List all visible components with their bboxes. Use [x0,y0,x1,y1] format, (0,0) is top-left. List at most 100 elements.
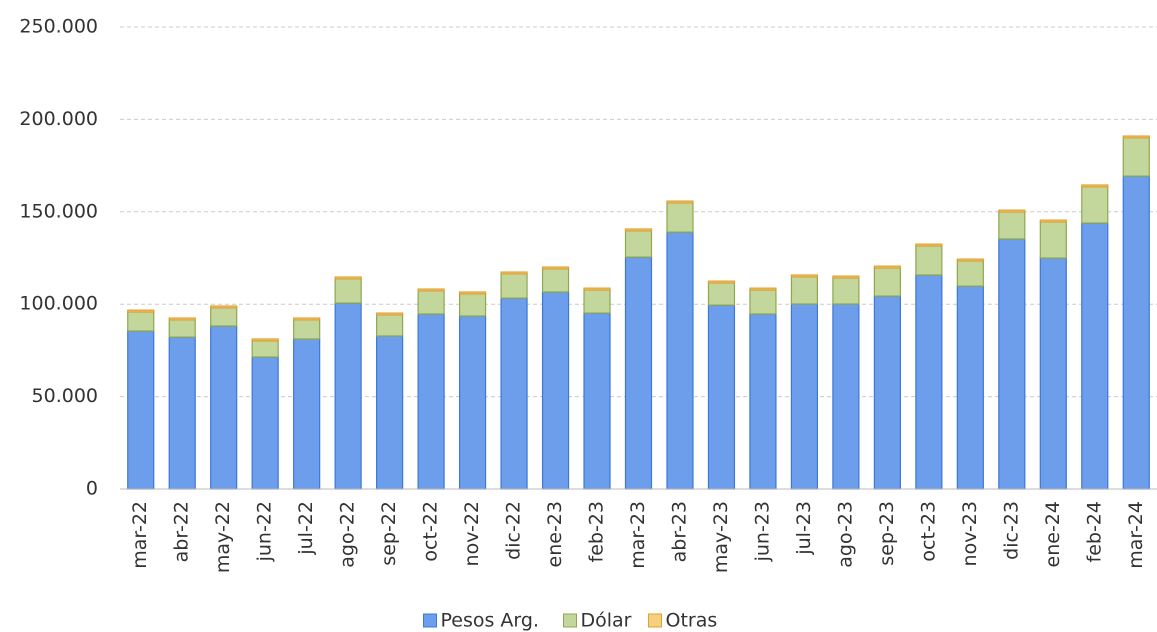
bar-segment [417,288,445,292]
bar-segment [1039,257,1067,490]
bar-segment [915,243,943,247]
x-tick-label: jun-23 [751,501,773,562]
bar-segment [127,330,155,490]
bar-segment [293,317,321,321]
x-tick-label: ago-22 [337,501,359,568]
bar-segment [707,280,736,284]
x-tick-label: mar-23 [627,501,649,569]
bar-segment [790,276,819,305]
bar-segment [749,287,777,291]
bar-segment [127,311,155,332]
bar-segment [127,309,155,313]
bar-segment [873,265,901,269]
bar-segment [251,338,279,342]
bar-segment [998,209,1026,213]
bar-segment [1081,184,1109,188]
bar-segment [334,276,362,280]
x-tick-label: mar-22 [129,501,151,569]
bar-segment [251,340,279,358]
x-tick-label: dic-22 [503,501,525,560]
x-tick-label: ene-23 [544,501,566,567]
bar-segment [293,338,321,490]
bar-segment [334,278,362,304]
bar-segment [541,291,570,490]
bar-segment [376,314,404,337]
bar-segment [334,302,362,490]
bar-segment [376,312,404,316]
bar-segment [541,268,570,293]
x-tick-label: may-22 [212,501,234,573]
y-tick-label: 200.000 [19,108,98,130]
bar-segment [666,200,694,204]
bar-segment [541,266,570,270]
bar-segment [168,336,196,490]
bar-segment [749,313,777,490]
bar-segment [998,211,1026,240]
bar-segment [1039,219,1067,223]
bar-segment [1122,137,1150,177]
bar-segment [1122,175,1150,490]
bar-segment [210,307,238,327]
x-tick-label: oct-22 [420,501,442,562]
x-tick-label: abr-23 [668,501,690,562]
bar-segment [624,230,653,258]
x-tick-label: ene-24 [1042,501,1064,567]
y-tick-label: 250.000 [19,16,98,38]
bar-segment [376,335,404,490]
bar-segment [666,231,694,490]
bar-segment [832,303,860,490]
legend-label: Pesos Arg. [441,610,540,632]
bar-segment [210,305,238,309]
bar-segment [624,256,653,490]
bar-segment [832,275,860,279]
y-tick-label: 0 [86,478,98,500]
x-tick-label: dic-23 [1000,501,1022,560]
bar-segment [915,245,943,276]
bar-segment [500,273,528,299]
bar-segment [417,313,445,490]
bar-segment [1039,221,1067,259]
bar-segment [168,317,196,321]
x-tick-label: nov-22 [461,501,483,566]
bar-segment [956,258,984,262]
bar-segment [707,304,736,490]
x-tick-label: feb-24 [1083,501,1105,562]
bar-segment [293,319,321,340]
x-tick-label: jun-22 [254,501,276,562]
bar-segment [624,228,653,232]
bar-segment [832,277,860,305]
x-tick-label: sep-22 [378,501,400,566]
x-tick-label: jul-23 [793,501,815,556]
legend-label: Otras [666,610,718,632]
legend-swatch [648,613,662,628]
legend-swatch [563,613,577,628]
y-tick-label: 100.000 [19,293,98,315]
bar-segment [1081,222,1109,490]
x-tick-label: may-23 [710,501,732,573]
bar-segment [790,274,819,278]
bar-segment [583,289,611,314]
x-tick-label: abr-22 [171,501,193,562]
x-tick-label: sep-23 [876,501,898,566]
x-tick-label: ago-23 [834,501,856,568]
bar-segment [956,285,984,490]
bar-segment [915,274,943,490]
bar-segment [666,202,694,233]
bar-segment [956,260,984,287]
y-tick-label: 150.000 [19,200,98,222]
x-tick-label: nov-23 [959,501,981,566]
legend-label: Dólar [581,610,632,632]
bar-segment [583,312,611,490]
bar-segment [168,319,196,338]
bar-segment [500,271,528,275]
bar-segment [1122,135,1150,139]
bar-segment [749,289,777,315]
bar-segment [458,291,487,295]
x-tick-label: oct-23 [917,501,939,562]
bar-segment [707,282,736,306]
bar-segment [458,315,487,490]
bar-segment [583,287,611,291]
bar-segment [458,293,487,317]
bar-segment [873,295,901,490]
